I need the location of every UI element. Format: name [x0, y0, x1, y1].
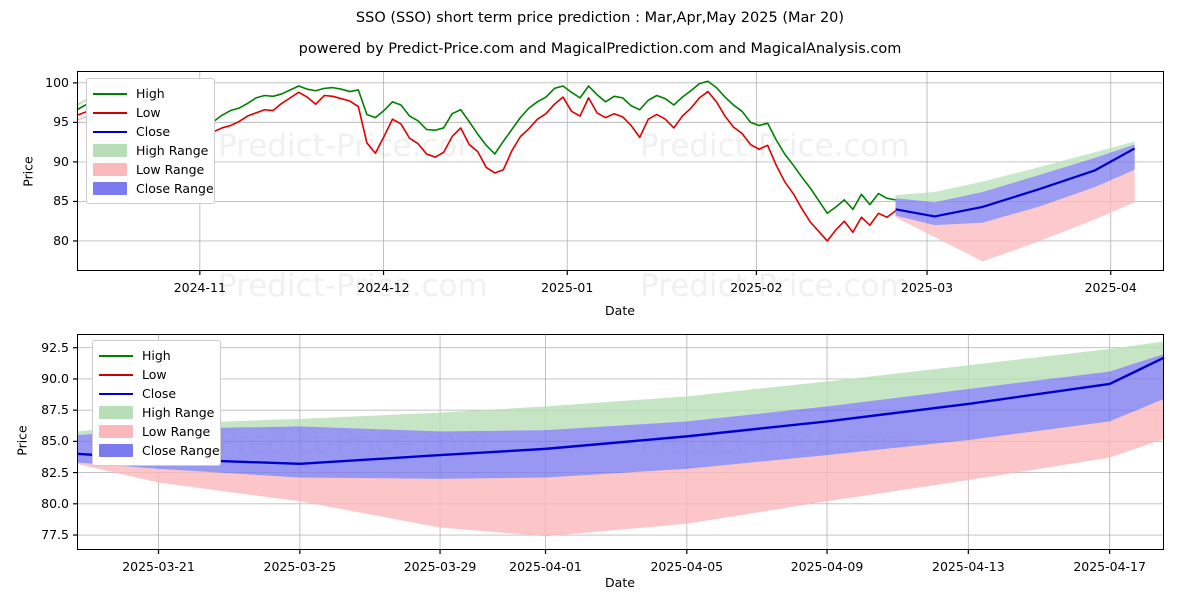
legend-label: Low [142, 366, 167, 382]
legend-item: Close [99, 384, 213, 403]
forecast-x-axis-label: Date [605, 575, 635, 590]
legend-item: Low [99, 365, 213, 384]
y-tick-label: 95 [53, 114, 69, 130]
legend-label: High [142, 347, 171, 363]
y-tick-label: 87.5 [41, 402, 69, 418]
legend-swatch-high-range-icon [93, 144, 127, 157]
y-tick-label: 100 [45, 74, 69, 90]
y-tick-label: 90 [53, 153, 69, 169]
legend-swatch-close-range-icon [93, 182, 127, 195]
x-tick-label: 2025-04 [1084, 280, 1137, 295]
x-tick-label: 2025-04-05 [650, 559, 724, 574]
y-tick-label: 92.5 [41, 339, 69, 355]
page-subtitle: powered by Predict-Price.com and Magical… [298, 41, 902, 57]
x-tick-label: 2025-02 [730, 280, 783, 295]
legend-label: Low Range [136, 161, 205, 177]
legend-swatch-close-range-icon [99, 444, 133, 457]
legend-swatch-low-icon [99, 368, 133, 382]
legend-swatch-high-icon [99, 349, 133, 363]
legend-label: High Range [136, 142, 209, 158]
x-tick-label: 2025-03-29 [403, 559, 477, 574]
legend-label: High Range [142, 404, 215, 420]
x-tick-label: 2025-04-01 [509, 559, 582, 574]
legend-item: Low [93, 103, 207, 122]
overview-plot-canvas [73, 71, 1164, 275]
forecast-detail-legend: High Low Close High Range Low Range Close Ran… [92, 340, 221, 466]
x-tick-label: 2025-03-25 [263, 559, 337, 574]
legend-swatch-low-range-icon [99, 425, 133, 438]
overview-legend: High Low Close High Range Low Range Close Ran… [86, 78, 215, 204]
legend-item: High Range [99, 403, 215, 422]
x-tick-label: 2024-12 [357, 280, 410, 295]
legend-item: High [93, 84, 207, 103]
legend-swatch-high-range-icon [99, 406, 133, 419]
y-tick-label: 85.0 [41, 433, 69, 449]
y-tick-label: 82.5 [41, 464, 69, 480]
x-tick-label: 2025-04-09 [790, 559, 864, 574]
legend-label: Close [142, 385, 177, 401]
overview-chart-panel: Predict-Price.com Predict-Price.com Pred… [21, 71, 1164, 318]
legend-swatch-low-icon [93, 106, 127, 120]
y-tick-label: 80.0 [41, 495, 69, 511]
y-tick-label: 90.0 [41, 370, 69, 386]
legend-label: High [136, 85, 165, 101]
legend-item: Low Range [93, 160, 207, 179]
legend-swatch-high-icon [93, 87, 127, 101]
overview-x-axis-label: Date [605, 303, 635, 318]
legend-swatch-close-icon [99, 387, 133, 401]
x-tick-label: 2025-04-13 [932, 559, 1005, 574]
x-tick-label: 2025-04-17 [1073, 559, 1146, 574]
legend-item: Close Range [93, 179, 214, 198]
legend-item: Low Range [99, 422, 213, 441]
legend-label: Close [136, 123, 171, 139]
y-tick-label: 85 [53, 193, 69, 209]
y-tick-label: 80 [53, 232, 69, 248]
x-tick-label: 2025-01 [541, 280, 594, 295]
page-title: SSO (SSO) short term price prediction : … [355, 10, 845, 26]
legend-label: Close Range [136, 180, 214, 196]
x-tick-label: 2025-03-21 [122, 559, 195, 574]
legend-item: Close [93, 122, 207, 141]
legend-item: Close Range [99, 441, 220, 460]
y-tick-label: 77.5 [41, 527, 69, 543]
legend-item: High Range [93, 141, 209, 160]
legend-label: Close Range [142, 442, 220, 458]
legend-label: Low [136, 104, 161, 120]
x-tick-label: 2024-11 [173, 280, 226, 295]
legend-swatch-close-icon [93, 125, 127, 139]
x-tick-label: 2025-03 [900, 280, 954, 295]
title-block: SSO (SSO) short term price prediction : … [0, 0, 1200, 59]
forecast-detail-chart-panel: Predict-Price.com Predict-Price.com Pric… [0, 320, 1200, 600]
legend-item: High [99, 346, 213, 365]
legend-swatch-low-range-icon [93, 163, 127, 176]
legend-label: Low Range [142, 423, 211, 439]
